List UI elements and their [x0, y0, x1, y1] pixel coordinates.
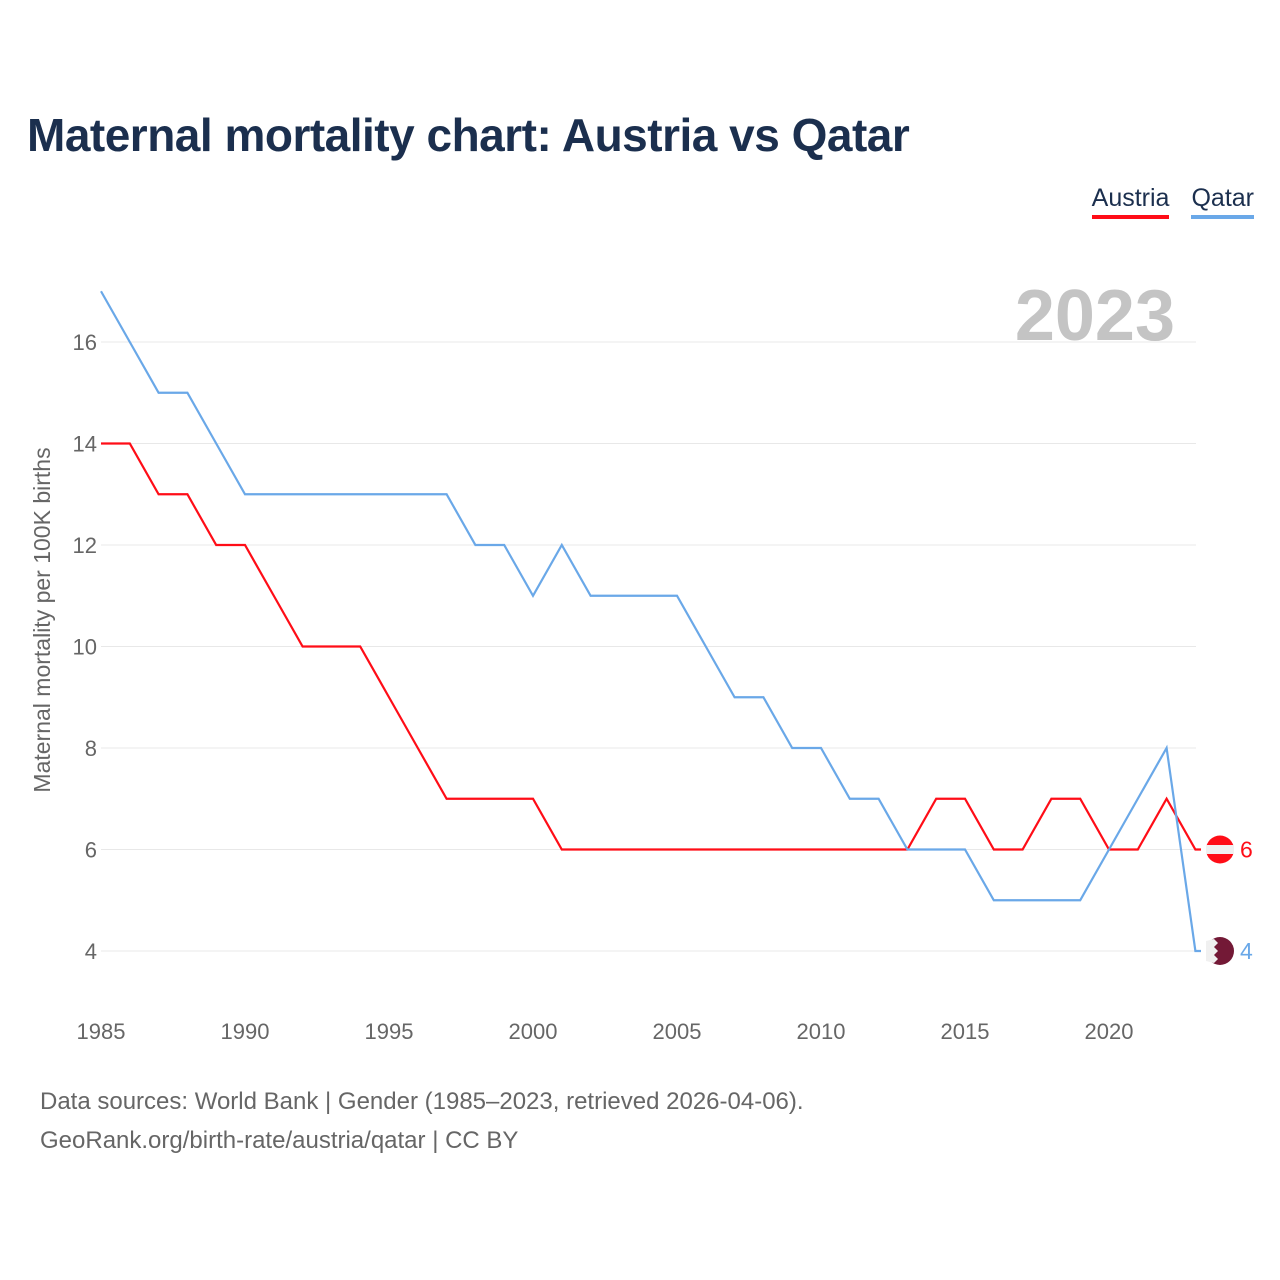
austria-flag-stripe: [1206, 845, 1234, 854]
y-tick-label: 14: [73, 432, 97, 457]
qatar-flag-serration: [1206, 939, 1218, 963]
x-tick-label: 2015: [941, 1019, 990, 1044]
x-tick-label: 1995: [365, 1019, 414, 1044]
x-tick-label: 2020: [1085, 1019, 1134, 1044]
end-value-label-austria: 6: [1240, 837, 1253, 863]
x-tick-label: 1985: [77, 1019, 126, 1044]
y-axis-label: Maternal mortality per 100K births: [29, 447, 55, 792]
source-line: Data sources: World Bank | Gender (1985–…: [40, 1088, 804, 1115]
chart-title: Maternal mortality chart: Austria vs Qat…: [27, 109, 910, 161]
x-tick-label: 1990: [221, 1019, 270, 1044]
source-url: GeoRank.org/birth-rate/austria/qatar | C…: [40, 1127, 519, 1154]
legend-qatar[interactable]: Qatar: [1191, 184, 1254, 219]
x-tick-label: 2005: [653, 1019, 702, 1044]
legend-austria[interactable]: Austria: [1091, 184, 1170, 219]
series-line-austria: [101, 442, 1201, 851]
y-tick-label: 10: [73, 635, 97, 660]
y-tick-label: 8: [85, 736, 97, 761]
legend: Austria Qatar: [1091, 184, 1254, 219]
x-tick-label: 2000: [509, 1019, 558, 1044]
end-value-label-qatar: 4: [1240, 938, 1253, 964]
year-watermark: 2023: [1015, 276, 1175, 356]
x-tick-label: 2010: [797, 1019, 846, 1044]
y-tick-label: 16: [73, 330, 97, 355]
series-line-qatar: [100, 290, 1201, 953]
y-tick-label: 6: [85, 838, 97, 863]
y-tick-label: 4: [85, 939, 97, 964]
y-tick-label: 12: [73, 533, 97, 558]
